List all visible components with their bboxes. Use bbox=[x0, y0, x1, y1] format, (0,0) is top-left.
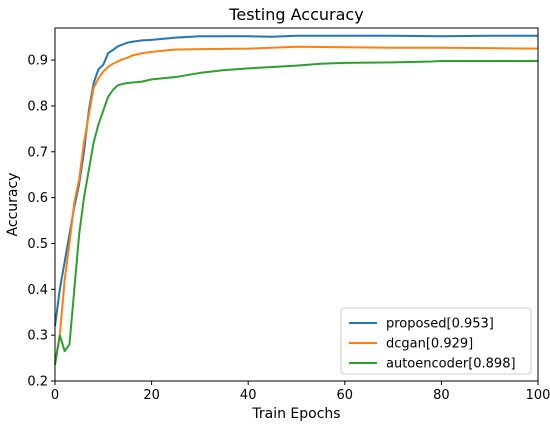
y-tick-label: 0.9 bbox=[27, 54, 48, 69]
chart-title: Testing Accuracy bbox=[228, 5, 363, 24]
series-line-2 bbox=[54, 60, 538, 366]
x-axis-label: Train Epochs bbox=[251, 406, 340, 422]
y-tick-label: 0.5 bbox=[27, 237, 48, 252]
legend-label-2: autoencoder[0.898] bbox=[386, 357, 516, 372]
x-tick-label: 20 bbox=[143, 388, 160, 403]
legend-label-1: dcgan[0.929] bbox=[386, 337, 473, 352]
x-tick-label: 80 bbox=[433, 388, 450, 403]
x-tick-label: 0 bbox=[51, 388, 59, 403]
y-tick-label: 0.8 bbox=[27, 99, 48, 114]
series-line-1 bbox=[54, 45, 539, 363]
x-tick-label: 100 bbox=[526, 388, 550, 403]
y-tick-label: 0.2 bbox=[27, 375, 48, 390]
y-tick-label: 0.3 bbox=[27, 329, 48, 344]
plot-frame bbox=[54, 27, 539, 382]
y-tick-label: 0.7 bbox=[27, 145, 48, 160]
y-tick-label: 0.6 bbox=[27, 191, 48, 206]
x-tick-label: 60 bbox=[337, 388, 354, 403]
x-tick-label: 40 bbox=[240, 388, 257, 403]
series-line-0 bbox=[54, 34, 538, 327]
legend-box bbox=[340, 307, 532, 375]
legend-label-0: proposed[0.953] bbox=[386, 317, 494, 332]
y-axis-label: Accuracy bbox=[5, 173, 21, 237]
y-tick-label: 0.4 bbox=[27, 283, 48, 298]
